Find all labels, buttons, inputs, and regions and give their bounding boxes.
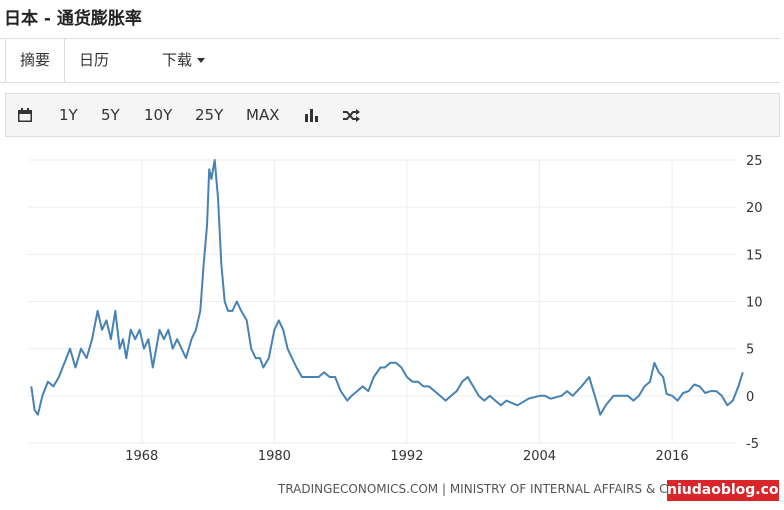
- y-tick-label: 20: [746, 201, 763, 216]
- range-button[interactable]: 5Y: [101, 106, 120, 124]
- y-tick-label: -5: [746, 437, 759, 452]
- y-tick-label: 15: [746, 248, 763, 263]
- x-tick-label: 1992: [390, 449, 423, 464]
- range-button[interactable]: MAX: [246, 106, 280, 124]
- toolbar: 1Y 5Y 10Y 25Y MAX: [5, 93, 780, 137]
- x-tick-label: 2004: [523, 449, 556, 464]
- y-tick-label: 25: [746, 154, 763, 169]
- tab[interactable]: 下载: [161, 51, 192, 69]
- y-tick-label: 0: [746, 390, 754, 405]
- chart: -5 0 5 10 15 20 25 1968 1980 1992 2004 2016: [28, 154, 763, 464]
- y-tick-label: 10: [746, 296, 763, 311]
- calendar-icon[interactable]: [18, 108, 33, 123]
- data-line: [30, 159, 744, 416]
- range-button[interactable]: 1Y: [59, 106, 78, 124]
- range-button[interactable]: 10Y: [144, 106, 173, 124]
- range-button[interactable]: 25Y: [195, 106, 224, 124]
- x-tick-label: 1980: [258, 449, 291, 464]
- tab[interactable]: 日历: [78, 51, 109, 69]
- watermark: niudaoblog.com: [667, 480, 784, 501]
- page-title: 日本 - 通货膨胀率: [4, 9, 142, 29]
- source-note: TRADINGECONOMICS.COM | MINISTRY OF INTER…: [278, 482, 772, 496]
- tab[interactable]: 摘要: [5, 39, 65, 82]
- y-tick-label: 5: [746, 343, 754, 358]
- x-tick-label: 1968: [125, 449, 158, 464]
- tab-bar: 摘要 日历 下载: [0, 38, 780, 83]
- compare-icon[interactable]: [343, 108, 361, 123]
- chart-type-icon[interactable]: [304, 108, 319, 123]
- x-tick-label: 2016: [656, 449, 689, 464]
- dropdown-arrow: [197, 58, 205, 63]
